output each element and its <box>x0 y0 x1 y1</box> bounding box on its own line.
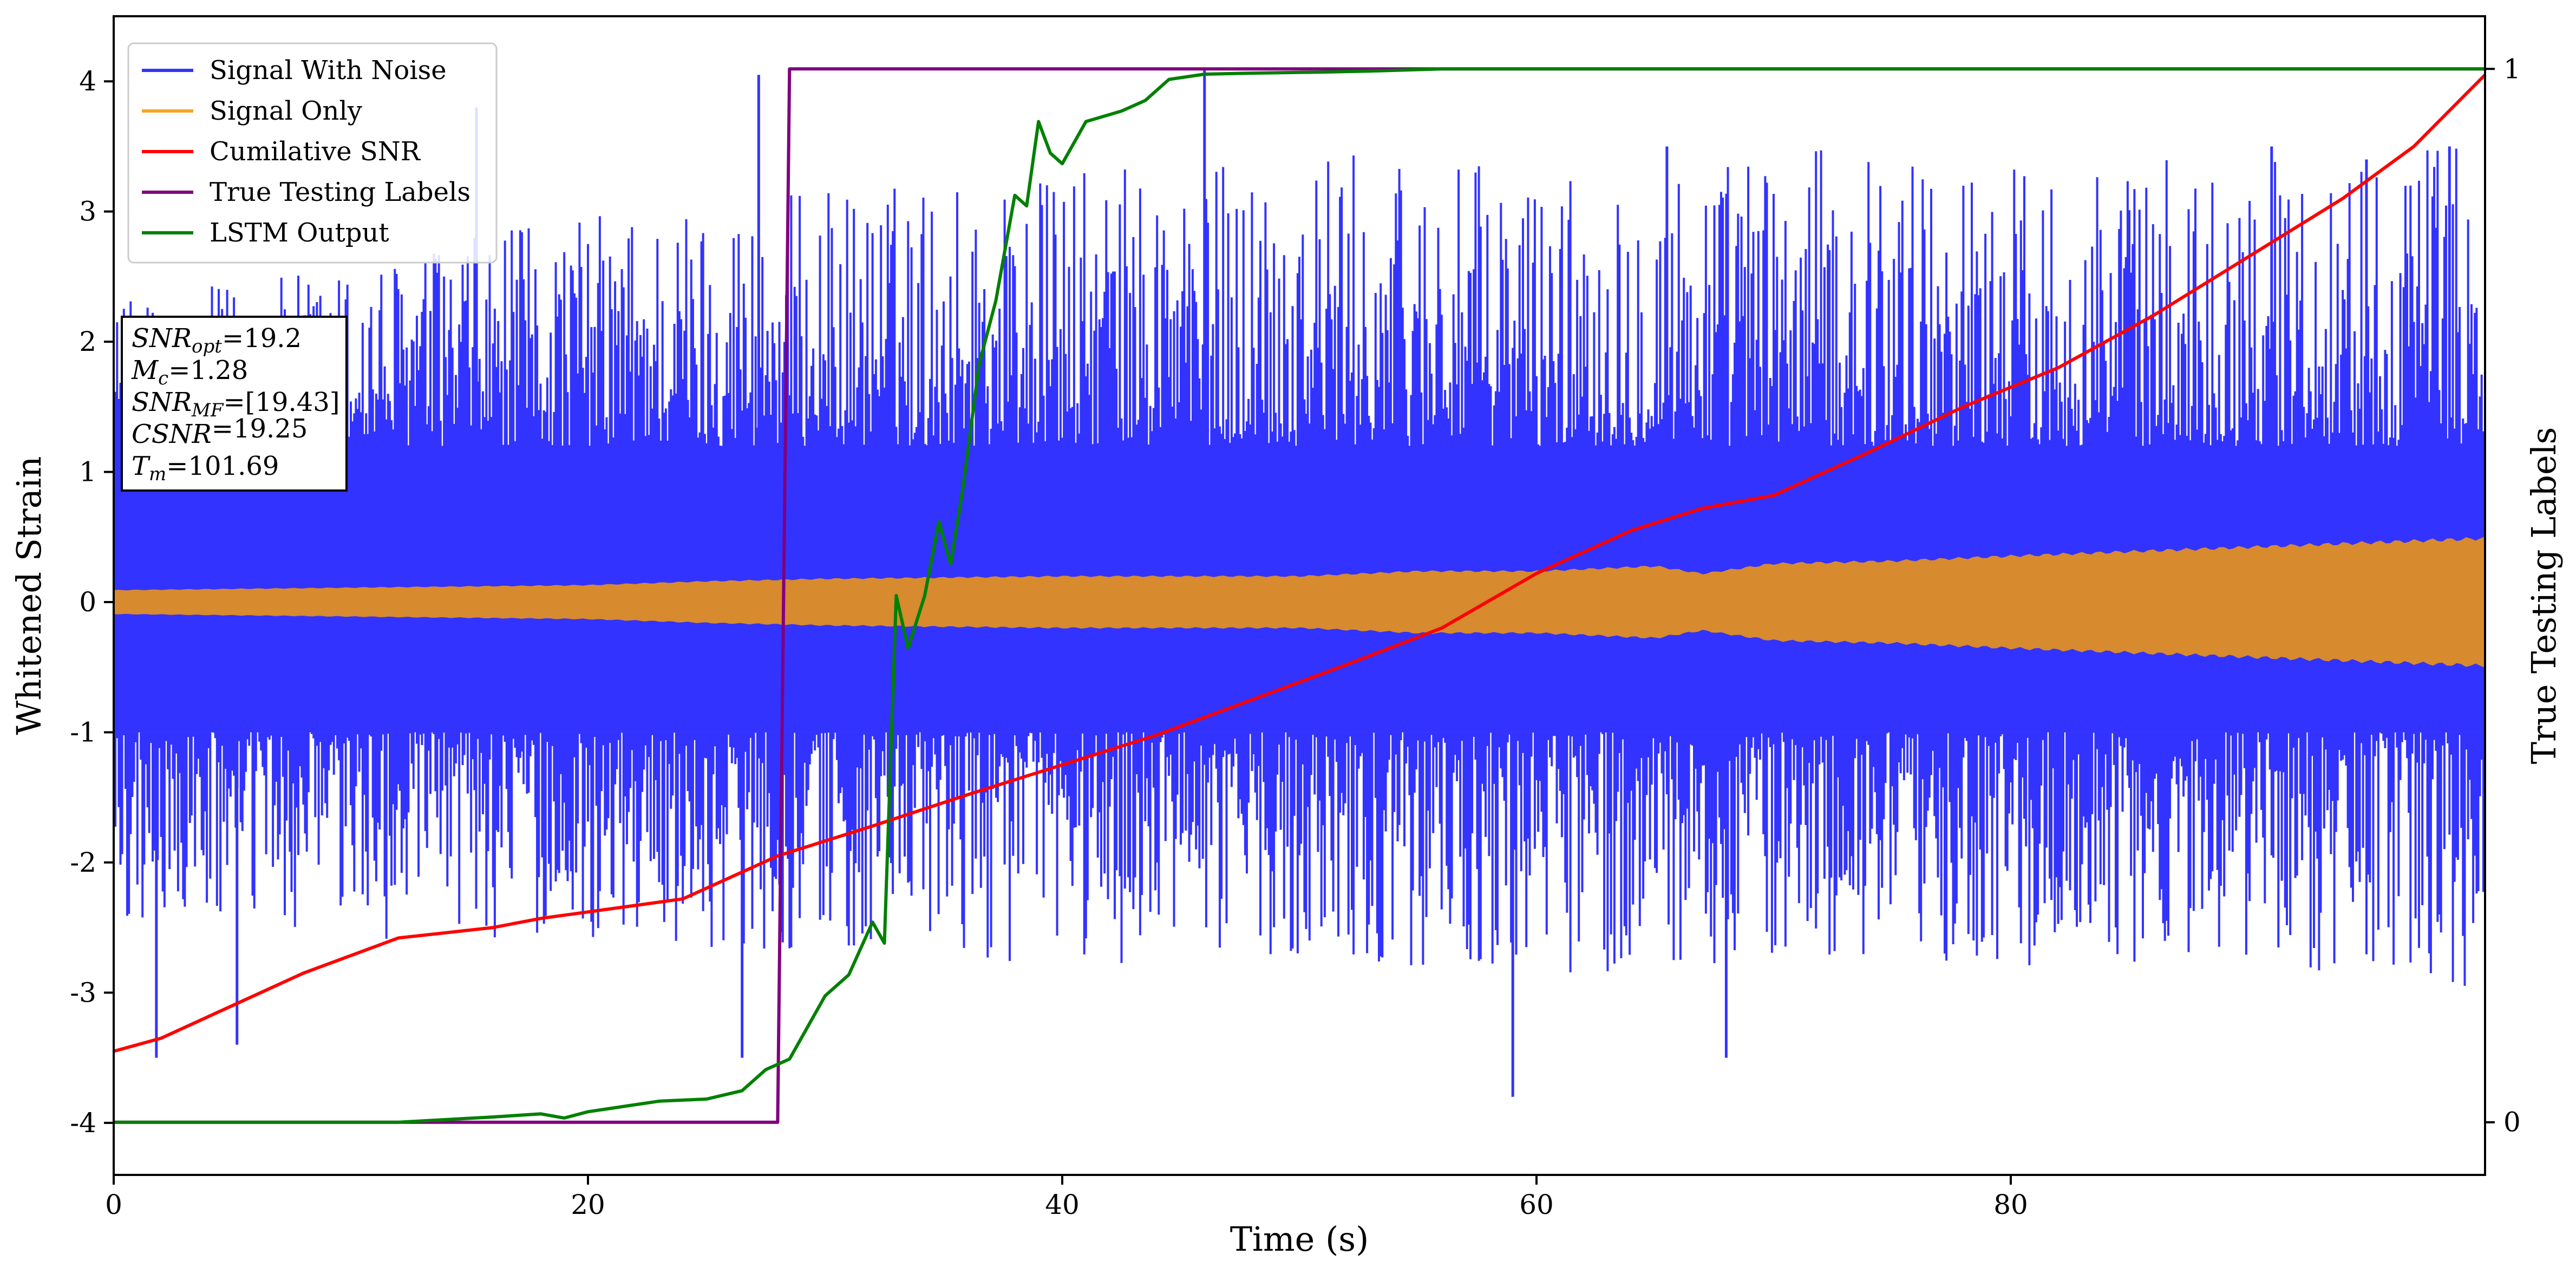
info-value: =19.2 <box>222 323 302 354</box>
info-symbol: M <box>131 355 159 386</box>
info-box-row: SNRMF=[19.43] <box>132 387 340 421</box>
info-value: =[19.43] <box>223 387 339 417</box>
info-subscript: opt <box>192 336 222 357</box>
info-box-row: Tm=101.69 <box>132 451 279 485</box>
info-box: SNRopt=19.2Mc=1.28SNRMF=[19.43]CSNR=19.2… <box>121 316 348 492</box>
lstm-output-line <box>114 67 2485 1124</box>
legend-label: LSTM Output <box>210 218 389 248</box>
y-tick-label: -1 <box>70 716 96 748</box>
signal-only-series <box>114 536 2485 668</box>
y-tick-label: 2 <box>79 326 96 357</box>
line-series-layer <box>114 67 2485 1124</box>
x-tick-label: 80 <box>1993 1189 2028 1220</box>
noise-lower-spikes <box>114 732 2485 986</box>
info-box-row: SNRopt=19.2 <box>132 323 302 357</box>
y2-tick-label: 1 <box>2503 53 2521 84</box>
y-tick-label: -2 <box>70 847 96 878</box>
info-value: =101.69 <box>166 451 279 481</box>
x-tick-label: 40 <box>1045 1189 1080 1220</box>
noise-upper-spikes <box>114 148 2485 446</box>
legend: Signal With Noise Signal Only Cumilative S… <box>127 42 498 264</box>
legend-frame <box>127 42 498 264</box>
signal-only-band <box>114 536 2485 668</box>
x-tick-label: 20 <box>571 1189 605 1220</box>
info-symbol: SNR <box>132 387 192 417</box>
legend-label: Cumilative SNR <box>210 136 421 167</box>
cumilative-snr-line <box>114 74 2485 1053</box>
legend-label: Signal Only <box>210 96 362 126</box>
y-tick-label: -4 <box>70 1107 96 1139</box>
info-box-frame <box>121 316 348 492</box>
legend-label: True Testing Labels <box>210 177 470 207</box>
info-box-row: CSNR=19.25 <box>132 414 308 449</box>
info-value: =19.25 <box>212 414 308 444</box>
y-axis-label: Whitened Strain <box>9 456 49 735</box>
x-axis-label: Time (s) <box>1230 1219 1369 1259</box>
info-box-row: Mc=1.28 <box>131 355 248 389</box>
info-subscript: m <box>149 463 166 485</box>
y-tick-label: 3 <box>79 196 96 227</box>
x-tick-label: 60 <box>1519 1189 1554 1220</box>
y2-axis-label: True Testing Labels <box>2524 427 2564 765</box>
info-subscript: MF <box>191 400 224 421</box>
x-tick-label: 0 <box>105 1189 122 1220</box>
y2-tick-label: 0 <box>2503 1107 2521 1138</box>
info-value: =1.28 <box>168 355 248 386</box>
legend-label: Signal With Noise <box>210 55 447 86</box>
plot-frame <box>113 15 2486 1176</box>
y-tick-label: 4 <box>79 66 96 97</box>
y-tick-label: -3 <box>70 977 96 1008</box>
y-tick-label: 1 <box>79 456 96 488</box>
info-symbol: CSNR <box>132 419 212 449</box>
info-symbol: SNR <box>132 323 192 354</box>
info-symbol: T <box>132 451 151 481</box>
info-subscript: c <box>158 368 168 389</box>
y-tick-label: 0 <box>79 586 96 618</box>
